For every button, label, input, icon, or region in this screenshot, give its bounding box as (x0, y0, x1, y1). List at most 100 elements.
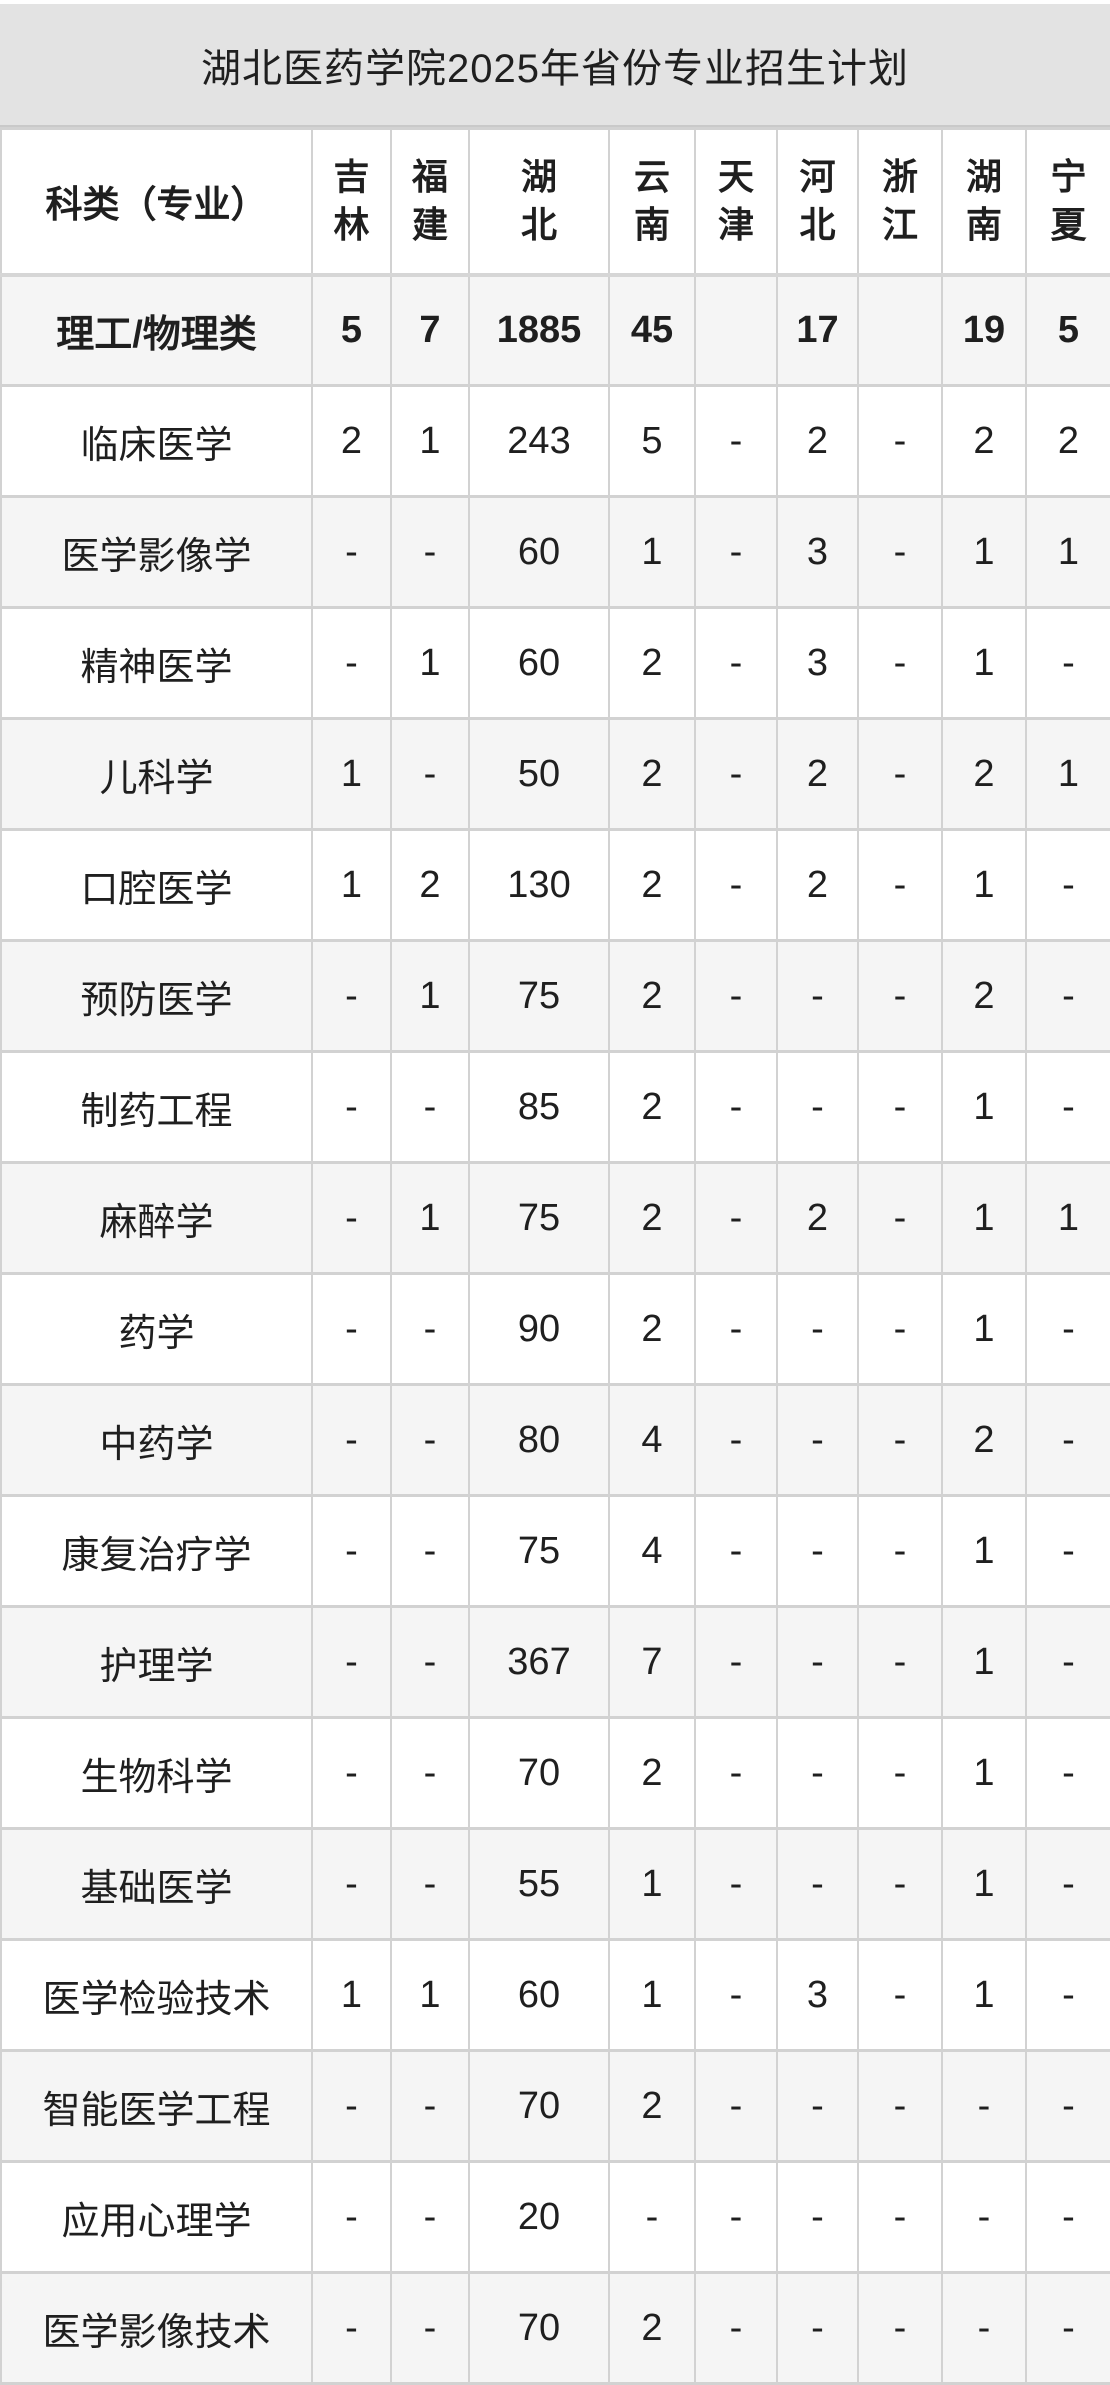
cell-value: 2 (776, 1161, 859, 1275)
cell-value: 20 (468, 2160, 610, 2274)
cell-value: 1 (941, 1050, 1027, 1164)
cell-value: 70 (468, 2049, 610, 2163)
cell-value: 45 (608, 273, 696, 387)
cell-value: - (776, 2271, 859, 2385)
cell-value: - (857, 1494, 943, 1608)
cell-value: 4 (608, 1383, 696, 1497)
cell-value: 85 (468, 1050, 610, 1164)
cell-value: - (941, 2049, 1027, 2163)
cell-value: - (694, 2049, 778, 2163)
province-name: 宁夏 (1050, 155, 1087, 246)
cell-value: - (776, 1827, 859, 1941)
cell-value: - (694, 1716, 778, 1830)
cell-value: 1 (941, 606, 1027, 720)
cell-value: - (694, 828, 778, 942)
cell-value: - (1025, 1938, 1110, 2052)
cell-value: - (390, 1272, 470, 1386)
row-label: 麻醉学 (0, 1161, 313, 1275)
cell-value: - (857, 384, 943, 498)
cell-value: 1885 (468, 273, 610, 387)
cell-value: 75 (468, 939, 610, 1053)
cell-value: 2 (608, 606, 696, 720)
cell-value: 1 (941, 1827, 1027, 1941)
cell-value: - (311, 939, 392, 1053)
cell-value: 2 (941, 939, 1027, 1053)
column-header-province: 湖南 (941, 127, 1027, 277)
cell-value: 70 (468, 1716, 610, 1830)
table-row: 康复治疗学 - -75 4- - -1- (0, 1494, 1110, 1608)
cell-value: 2 (608, 2271, 696, 2385)
cell-value: 2 (941, 1383, 1027, 1497)
cell-value: - (1025, 1716, 1110, 1830)
cell-value: 243 (468, 384, 610, 498)
cell-value: - (1025, 606, 1110, 720)
cell-value: - (776, 1383, 859, 1497)
cell-value: 55 (468, 1827, 610, 1941)
table-row: 预防医学 -1 75 2- - -2- (0, 939, 1110, 1053)
cell-value: - (694, 606, 778, 720)
cell-value: - (1025, 828, 1110, 942)
province-name: 云南 (633, 155, 670, 246)
cell-value: - (776, 1272, 859, 1386)
table-row: 医学影像学 - -60 1-3-1 1 (0, 495, 1110, 609)
cell-value: 1 (311, 828, 392, 942)
table-row: 麻醉学 -1 75 2-2-1 1 (0, 1161, 1110, 1275)
cell-value: - (1025, 2049, 1110, 2163)
cell-value: 1 (941, 1494, 1027, 1608)
column-header-category: 科类（专业） (0, 127, 313, 277)
table-row: 临床医学 2 1 243 5-2-2 2 (0, 384, 1110, 498)
cell-value: 2 (776, 384, 859, 498)
row-label: 预防医学 (0, 939, 313, 1053)
cell-value: - (311, 1716, 392, 1830)
cell-value: 5 (311, 273, 392, 387)
province-name: 湖南 (965, 155, 1002, 246)
cell-value: 2 (941, 717, 1027, 831)
cell-value: - (694, 1827, 778, 1941)
cell-value: - (694, 1383, 778, 1497)
cell-value: 1 (1025, 495, 1110, 609)
cell-value: 1 (390, 384, 470, 498)
cell-value: - (776, 1494, 859, 1608)
cell-value: 1 (1025, 1161, 1110, 1275)
cell-value: - (857, 495, 943, 609)
cell-value: 60 (468, 495, 610, 609)
table-row: 药学 - -90 2- - -1- (0, 1272, 1110, 1386)
table-row: 制药工程 - -85 2- - -1- (0, 1050, 1110, 1164)
cell-value: 80 (468, 1383, 610, 1497)
row-label: 应用心理学 (0, 2160, 313, 2274)
cell-value: 1 (941, 828, 1027, 942)
cell-value: 1 (608, 1938, 696, 2052)
cell-value: - (776, 1605, 859, 1719)
cell-value: - (857, 1938, 943, 2052)
cell-value: - (857, 717, 943, 831)
cell-value: - (857, 1605, 943, 1719)
cell-value: - (390, 1605, 470, 1719)
cell-value: - (941, 2271, 1027, 2385)
cell-value: 60 (468, 606, 610, 720)
cell-value: - (390, 495, 470, 609)
province-name: 湖北 (520, 155, 557, 246)
column-header-province: 云南 (608, 127, 696, 277)
column-header-province: 天津 (694, 127, 778, 277)
cell-value: 1 (311, 1938, 392, 2052)
cell-value: - (311, 1050, 392, 1164)
column-header-province: 湖北 (468, 127, 610, 277)
cell-value: - (390, 2160, 470, 2274)
table-row: 生物科学 - -70 2- - -1- (0, 1716, 1110, 1830)
cell-value: 2 (608, 1161, 696, 1275)
row-label: 基础医学 (0, 1827, 313, 1941)
cell-value: - (311, 495, 392, 609)
row-label: 药学 (0, 1272, 313, 1386)
province-name: 河北 (799, 155, 836, 246)
row-label: 医学检验技术 (0, 1938, 313, 2052)
cell-value: 1 (941, 1272, 1027, 1386)
cell-value: - (390, 717, 470, 831)
column-header-province: 吉林 (311, 127, 392, 277)
cell-value: 1 (390, 606, 470, 720)
row-label: 护理学 (0, 1605, 313, 1719)
cell-value: 3 (776, 606, 859, 720)
cell-value: - (1025, 939, 1110, 1053)
cell-value: 2 (776, 828, 859, 942)
cell-value: - (857, 2271, 943, 2385)
